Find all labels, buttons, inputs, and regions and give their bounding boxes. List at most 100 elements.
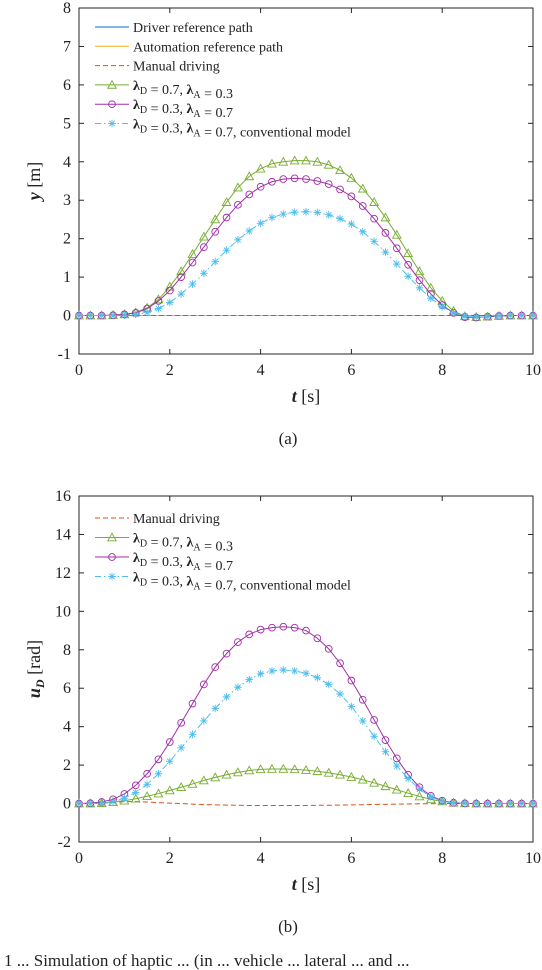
- data-point: [198, 231, 209, 241]
- data-point: [358, 202, 367, 210]
- data-point: [142, 791, 153, 801]
- data-point: [358, 717, 367, 725]
- data-point: [529, 311, 537, 320]
- data-point: [403, 248, 414, 258]
- data-point: [323, 159, 334, 169]
- data-point: [222, 649, 231, 658]
- data-point: [255, 163, 266, 173]
- data-point: [166, 757, 174, 766]
- x-tick-label: 6: [347, 850, 355, 867]
- data-point: [245, 227, 254, 235]
- data-point: [313, 634, 322, 643]
- data-point: [289, 764, 300, 774]
- data-point: [357, 774, 368, 784]
- data-point: [221, 769, 232, 779]
- data-point: [369, 197, 380, 206]
- data-point: [211, 257, 219, 266]
- data-point: [335, 769, 346, 779]
- legend-item: Automation reference path: [95, 40, 283, 55]
- data-point: [75, 311, 83, 320]
- x-tick-label: 2: [166, 850, 174, 867]
- chart-b-panel-label: (b): [278, 917, 298, 936]
- data-point: [279, 210, 288, 218]
- data-point: [381, 248, 390, 256]
- data-point: [506, 799, 515, 808]
- data-point: [415, 284, 424, 292]
- data-point: [495, 312, 503, 320]
- data-point: [245, 190, 254, 199]
- data-point: [290, 623, 299, 632]
- data-point: [200, 269, 208, 278]
- data-point: [266, 763, 277, 773]
- data-point: [268, 667, 276, 675]
- data-point: [335, 165, 346, 175]
- data-point: [86, 311, 95, 320]
- data-point: [323, 767, 334, 777]
- data-point: [177, 744, 185, 752]
- data-point: [336, 185, 344, 194]
- data-point: [404, 260, 413, 269]
- data-point: [279, 622, 288, 631]
- data-point: [449, 799, 458, 807]
- legend-label: λD = 0.3, λA = 0.7, conventional model: [133, 118, 351, 141]
- series-6: [75, 207, 537, 321]
- data-point: [176, 266, 187, 276]
- y-tick-label: 3: [63, 192, 71, 209]
- data-point: [290, 174, 299, 183]
- data-point: [449, 309, 458, 317]
- data-point: [198, 775, 209, 785]
- chart-a-series: [74, 155, 538, 322]
- data-point: [153, 788, 164, 798]
- data-point: [177, 290, 185, 298]
- data-point: [289, 155, 300, 165]
- data-point: [414, 791, 425, 801]
- data-point: [392, 244, 401, 253]
- data-point: [278, 156, 289, 166]
- data-point: [369, 777, 380, 787]
- data-point: [347, 192, 356, 201]
- data-point: [234, 638, 242, 646]
- data-point: [279, 666, 288, 674]
- data-point: [109, 797, 117, 806]
- data-point: [324, 644, 333, 653]
- data-point: [256, 625, 265, 634]
- legend-item: λD = 0.3, λA = 0.7: [95, 551, 233, 574]
- data-point: [143, 769, 151, 778]
- series-line: [79, 669, 533, 805]
- legend-label: Manual driving: [133, 512, 220, 527]
- data-point: [324, 180, 333, 188]
- y-tick-label: 7: [63, 38, 71, 55]
- x-tick-label: 6: [347, 362, 355, 379]
- data-point: [234, 683, 242, 692]
- legend-label: λD = 0.7, λA = 0.3: [133, 532, 233, 555]
- x-tick-label: 0: [75, 850, 83, 867]
- data-point: [75, 799, 83, 808]
- y-tick-label: 2: [63, 231, 71, 248]
- data-point: [188, 280, 197, 288]
- series-line: [79, 801, 533, 806]
- data-point: [346, 172, 357, 182]
- data-point: [188, 258, 197, 267]
- legend-label: λD = 0.7, λA = 0.3: [133, 79, 233, 102]
- data-point: [143, 308, 151, 317]
- data-point: [290, 667, 299, 675]
- legend-label: λD = 0.3, λA = 0.7: [133, 98, 233, 121]
- data-point: [302, 669, 310, 678]
- data-point: [266, 158, 277, 168]
- data-point: [222, 213, 231, 222]
- data-point: [302, 207, 310, 216]
- data-point: [268, 213, 276, 222]
- data-point: [336, 659, 344, 668]
- data-point: [427, 793, 435, 801]
- data-point: [427, 294, 435, 303]
- data-point: [472, 799, 481, 808]
- legend-label: Automation reference path: [133, 40, 283, 55]
- data-point: [370, 732, 378, 741]
- data-point: [517, 311, 526, 320]
- data-point: [165, 738, 174, 746]
- data-point: [278, 763, 289, 773]
- chart-b-plot-area: [78, 495, 534, 843]
- data-point: [154, 297, 163, 305]
- data-point: [391, 229, 402, 239]
